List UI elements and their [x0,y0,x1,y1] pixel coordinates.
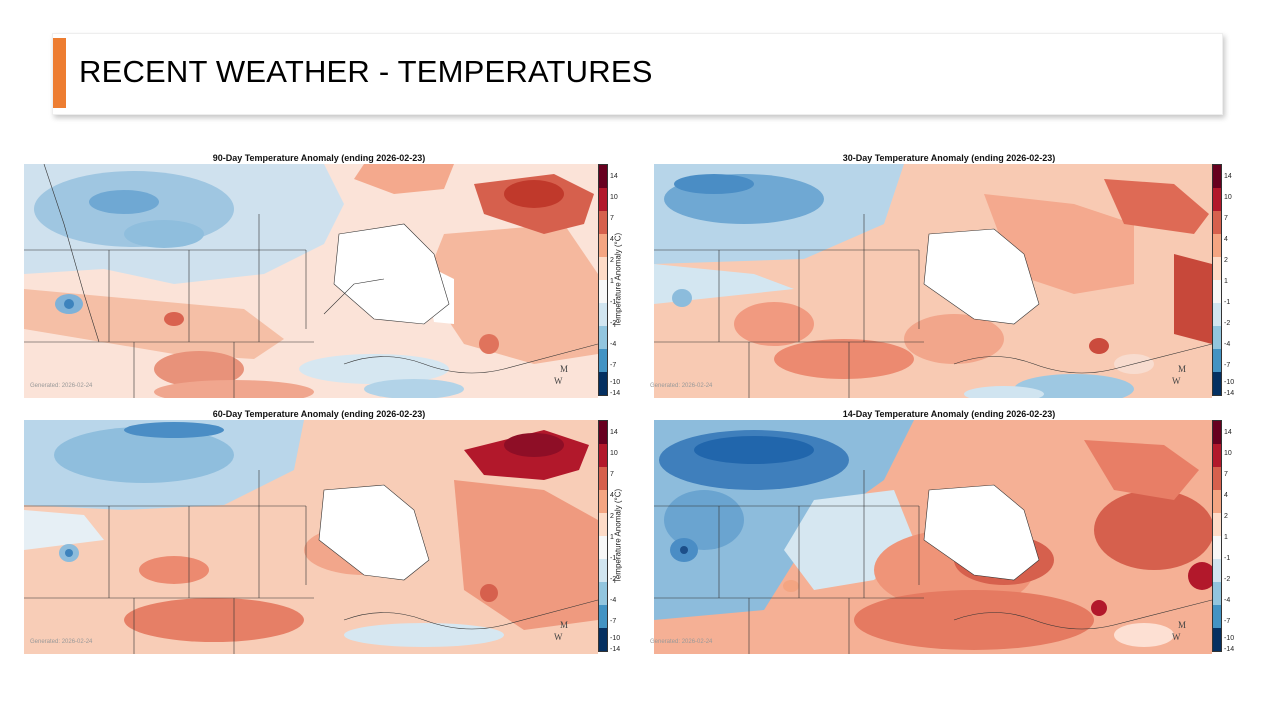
tick-label: 7 [1224,215,1228,222]
colorbar [1212,420,1222,652]
colorbar-ticks: 14 10 7 4 2 1 -1 -2 -4 -7 -10 -14 [610,164,630,397]
tick-label: -7 [610,618,617,625]
slide-header: RECENT WEATHER - TEMPERATURES [52,33,1223,115]
tick-label: 1 [610,278,614,285]
colorbar-ticks: 14 10 7 4 2 1 -1 -2 -4 -7 -10 -14 [610,420,630,653]
tick-label: -2 [610,576,617,583]
colorbar [598,164,608,396]
map-title: 90-Day Temperature Anomaly (ending 2026-… [212,153,426,163]
tick-label: 14 [1224,173,1232,180]
colorbar [598,420,608,652]
map-panel-60-day: 60-Day Temperature Anomaly (ending 2026-… [24,408,623,654]
tick-label: 4 [610,492,614,499]
map-panel-14-day: 14-Day Temperature Anomaly (ending 2026-… [650,408,1244,654]
tick-label: -2 [1224,576,1231,583]
map-title: 30-Day Temperature Anomaly (ending 2026-… [842,153,1056,163]
tick-label: 10 [610,194,618,201]
tick-label: 4 [1224,236,1228,243]
colorbar-ticks: 14 10 7 4 2 1 -1 -2 -4 -7 -10 -14 [1224,164,1244,397]
tick-label: 2 [610,257,614,264]
tick-label: 2 [1224,513,1228,520]
colorbar-label: Temperature Anomaly (°C) [613,488,623,584]
tick-label: 14 [610,173,618,180]
tick-label: 14 [1224,429,1232,436]
tick-label: -7 [1224,362,1231,369]
tick-label: -10 [610,379,621,386]
map-title: 60-Day Temperature Anomaly (ending 2026-… [212,409,426,419]
map-panel-90-day: 90-Day Temperature Anomaly (ending 2026-… [24,152,623,398]
tick-label: 1 [1224,534,1228,541]
tick-label: 2 [610,513,614,520]
colorbar-label: Temperature Anomaly (°C) [613,232,623,328]
colorbar [1212,164,1222,396]
tick-label: 7 [610,215,614,222]
tick-label: -14 [1224,390,1235,397]
tick-label: -7 [610,362,617,369]
tick-label: 4 [610,236,614,243]
tick-label: -2 [610,320,617,327]
tick-label: -4 [610,597,617,604]
tick-label: -14 [610,390,621,397]
tick-label: 1 [610,534,614,541]
tick-label: -14 [610,646,621,653]
tick-label: -1 [1224,299,1231,306]
tick-label: 4 [1224,492,1228,499]
map-panel-30-day: 30-Day Temperature Anomaly (ending 2026-… [650,152,1244,398]
accent-bar [53,38,66,108]
tick-label: 10 [1224,450,1232,457]
tick-label: -4 [610,341,617,348]
tick-label: -1 [610,299,617,306]
tick-label: 1 [1224,278,1228,285]
tick-label: -1 [610,555,617,562]
tick-label: -10 [1224,379,1235,386]
tick-label: -1 [1224,555,1231,562]
colorbar-ticks: 14 10 7 4 2 1 -1 -2 -4 -7 -10 -14 [1224,420,1244,653]
anomaly-map [654,420,1212,654]
tick-label: -14 [1224,646,1235,653]
tick-label: -2 [1224,320,1231,327]
generated-date: Generated: 2026-02-24 [650,639,713,645]
anomaly-map [654,164,1212,398]
tick-label: 7 [610,471,614,478]
tick-label: 7 [1224,471,1228,478]
slide-title: RECENT WEATHER - TEMPERATURES [79,54,653,89]
generated-date: Generated: 2026-02-24 [30,383,93,389]
tick-label: -7 [1224,618,1231,625]
tick-label: -4 [1224,341,1231,348]
generated-date: Generated: 2026-02-24 [30,639,93,645]
tick-label: 14 [610,429,618,436]
tick-label: 10 [610,450,618,457]
tick-label: -10 [1224,635,1235,642]
anomaly-map [24,420,598,654]
tick-label: 10 [1224,194,1232,201]
tick-label: -10 [610,635,621,642]
tick-label: -4 [1224,597,1231,604]
generated-date: Generated: 2026-02-24 [650,383,713,389]
tick-label: 2 [1224,257,1228,264]
map-title: 14-Day Temperature Anomaly (ending 2026-… [842,409,1056,419]
anomaly-map [24,164,598,398]
